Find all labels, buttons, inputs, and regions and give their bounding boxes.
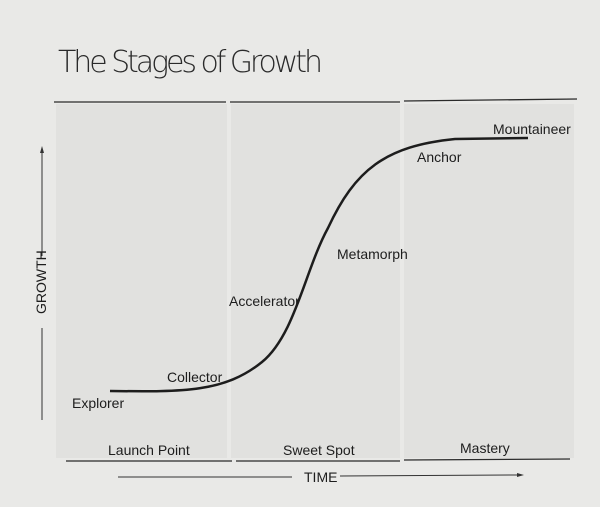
phase-label: Mastery [460, 440, 510, 456]
y-axis: GROWTH [33, 146, 49, 420]
stage-label: Accelerator [229, 293, 300, 309]
stage-label: Mountaineer [493, 121, 571, 137]
diagram-title: The Stages of Growth [58, 45, 323, 80]
panel-mastery [404, 104, 574, 458]
stage-label: Metamorph [337, 246, 408, 262]
top-divider-lines [54, 98, 578, 103]
phase-label: Sweet Spot [283, 442, 355, 458]
panel-sweet-spot [231, 104, 400, 458]
phase-label: Launch Point [108, 442, 190, 458]
y-axis-label: GROWTH [33, 250, 49, 314]
x-axis-label: TIME [304, 469, 337, 485]
x-axis: TIME [118, 469, 524, 485]
arrow-right-icon [517, 473, 524, 477]
stage-label: Anchor [417, 149, 462, 165]
panel-launch-point [56, 104, 227, 458]
arrow-up-icon [40, 146, 44, 153]
bottom-divider-lines [66, 458, 571, 462]
stage-label: Explorer [72, 395, 124, 411]
growth-curve [109, 136, 529, 393]
stage-label: Collector [167, 369, 223, 385]
